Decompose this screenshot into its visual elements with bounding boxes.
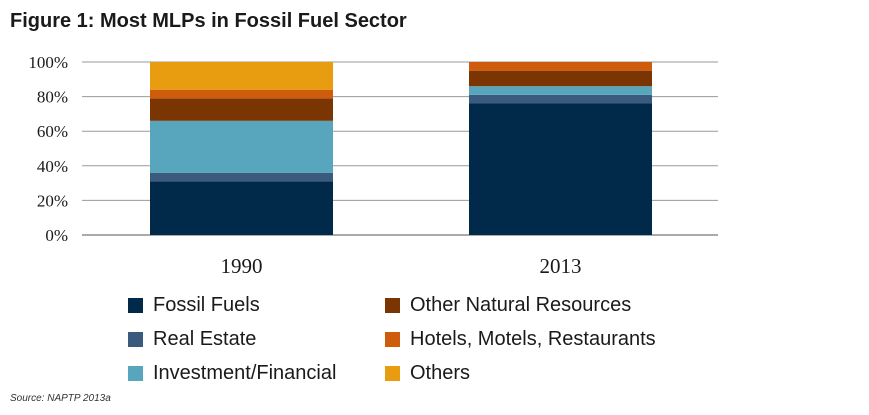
x-tick-labels: 1990 2013 xyxy=(221,254,582,278)
legend-label: Fossil Fuels xyxy=(153,293,260,316)
legend-swatch xyxy=(385,365,400,381)
legend-label: Investment/Financial xyxy=(153,361,337,384)
legend-label: Hotels, Motels, Restaurants xyxy=(410,327,656,350)
legend-item: Hotels, Motels, Restaurants xyxy=(385,327,656,351)
legend-item: Others xyxy=(385,361,470,385)
legend-item: Fossil Fuels xyxy=(128,293,260,317)
legend-item: Other Natural Resources xyxy=(385,293,631,317)
y-tick-label: 0% xyxy=(45,226,68,245)
y-tick-label: 20% xyxy=(37,191,68,210)
y-tick-label: 40% xyxy=(37,157,68,176)
legend-swatch xyxy=(385,331,400,347)
y-tick-label: 80% xyxy=(37,88,68,107)
bar-segment xyxy=(150,89,333,99)
legend-swatch xyxy=(128,365,143,381)
y-tick-label: 100% xyxy=(28,53,68,72)
chart-title: Figure 1: Most MLPs in Fossil Fuel Secto… xyxy=(10,10,407,32)
bar-segment xyxy=(150,62,333,90)
legend-swatch xyxy=(128,297,143,313)
legend-label: Others xyxy=(410,361,471,384)
y-tick-labels: 0% 20% 40% 60% 80% 100% xyxy=(28,53,68,245)
legend-label: Real Estate xyxy=(153,327,257,350)
legend-swatch xyxy=(385,297,400,313)
stacked-bar-chart: 0% 20% 40% 60% 80% 100% 1990 2013 xyxy=(28,53,718,278)
legend-item: Investment/Financial xyxy=(128,361,336,385)
y-tick-label: 60% xyxy=(37,122,68,141)
bar-segment xyxy=(469,103,652,236)
legend-label: Other Natural Resources xyxy=(410,293,632,316)
bar-segment xyxy=(469,94,652,104)
bar-segment xyxy=(150,98,333,121)
bar-segment xyxy=(469,62,652,71)
legend-item: Real Estate xyxy=(128,327,256,351)
bar-segment xyxy=(469,86,652,95)
x-tick-label: 1990 xyxy=(221,254,263,278)
source-note: Source: NAPTP 2013a xyxy=(10,393,111,404)
x-tick-label: 2013 xyxy=(540,254,582,278)
bars xyxy=(150,62,652,236)
bar-segment xyxy=(150,172,333,182)
bar-segment xyxy=(150,181,333,235)
legend-swatch xyxy=(128,331,143,347)
bar-segment xyxy=(469,70,652,87)
bar-segment xyxy=(150,120,333,173)
